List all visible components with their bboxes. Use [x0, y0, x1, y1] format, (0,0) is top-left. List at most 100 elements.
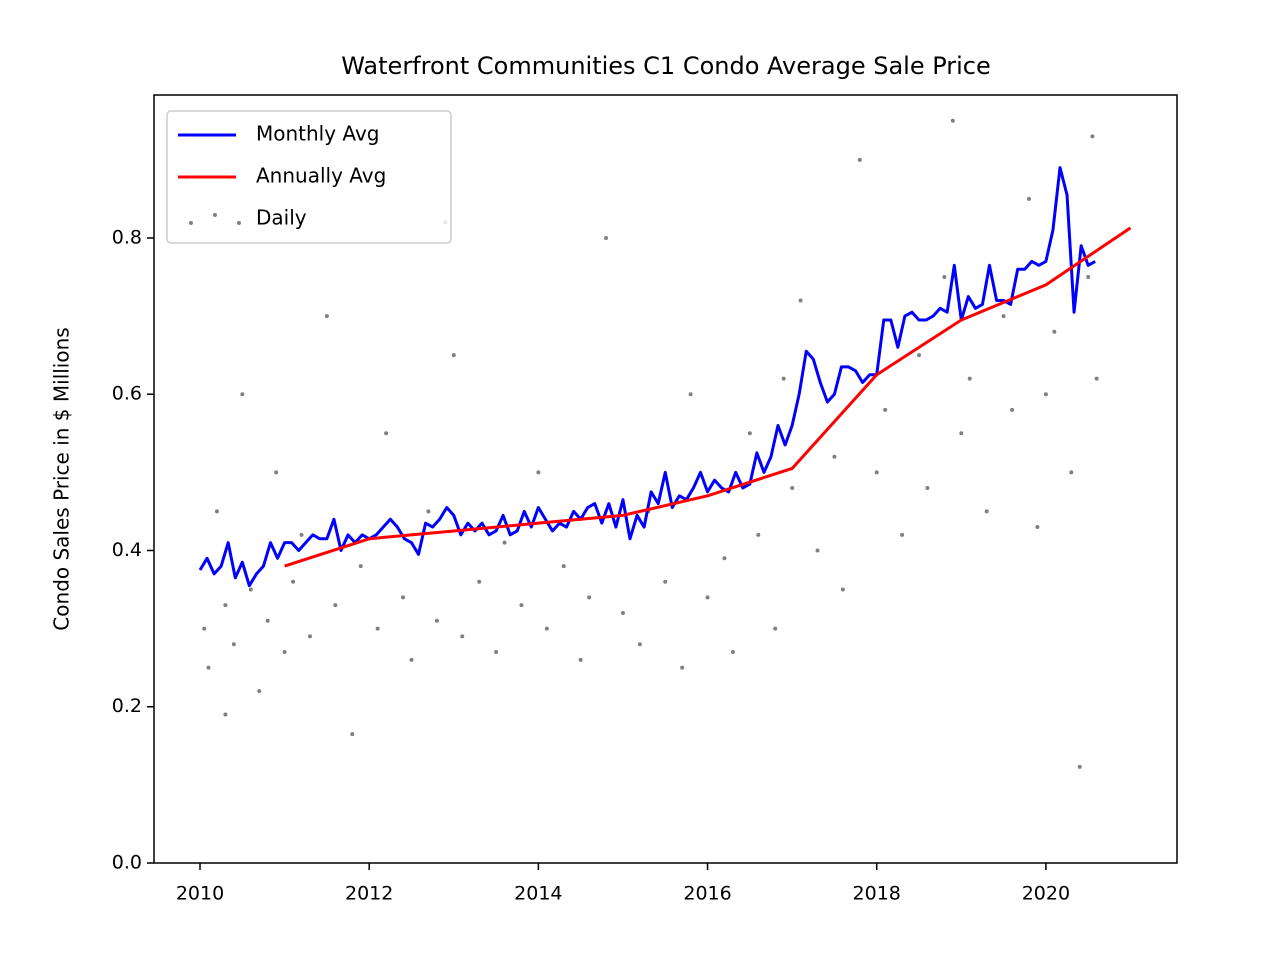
x-tick-label: 2010 — [176, 883, 224, 905]
legend-label: Monthly Avg — [256, 122, 379, 146]
daily-point — [1026, 196, 1031, 201]
daily-point — [1052, 329, 1057, 334]
daily-point — [282, 650, 287, 655]
daily-point — [857, 157, 862, 162]
daily-point — [502, 540, 507, 545]
daily-point — [519, 603, 524, 608]
daily-point — [950, 118, 955, 123]
daily-point — [984, 509, 989, 514]
daily-point — [223, 712, 228, 717]
daily-point — [561, 564, 566, 569]
legend-marker — [237, 221, 241, 225]
plot-frame — [153, 94, 1178, 864]
daily-point — [1010, 407, 1015, 412]
y-tick-label: 0.6 — [112, 383, 142, 405]
daily-point — [202, 626, 207, 631]
daily-point — [747, 431, 752, 436]
legend-marker — [189, 221, 193, 225]
daily-point — [925, 485, 930, 490]
daily-point — [384, 431, 389, 436]
daily-point — [1077, 764, 1082, 769]
daily-point — [688, 392, 693, 397]
daily-point — [883, 407, 888, 412]
daily-point — [460, 634, 465, 639]
x-tick-label: 2020 — [1022, 883, 1070, 905]
daily-point — [358, 564, 363, 569]
daily-point — [274, 470, 279, 475]
daily-point — [1035, 525, 1040, 530]
daily-point — [874, 470, 879, 475]
daily-point — [299, 532, 304, 537]
daily-point — [756, 532, 761, 537]
line-series — [284, 226, 1132, 568]
daily-point — [426, 509, 431, 514]
chart-title: Waterfront Communities C1 Condo Average … — [341, 52, 991, 80]
daily-point — [705, 595, 710, 600]
daily-point — [832, 454, 837, 459]
daily-point — [942, 275, 947, 280]
y-tick-label: 0.4 — [112, 539, 142, 561]
daily-point — [477, 579, 482, 584]
daily-point — [291, 579, 296, 584]
daily-point — [781, 376, 786, 381]
daily-point — [544, 626, 549, 631]
legend-marker — [213, 213, 217, 217]
daily-point — [1086, 275, 1091, 280]
daily-point — [680, 665, 685, 670]
daily-point — [257, 689, 262, 694]
daily-point — [494, 650, 499, 655]
legend-label: Daily — [256, 206, 307, 230]
daily-point — [587, 595, 592, 600]
x-tick-label: 2016 — [683, 883, 731, 905]
y-axis-label: Condo Sales Price in $ Millions — [50, 327, 74, 630]
daily-point — [307, 634, 312, 639]
y-tick-label: 0.0 — [112, 852, 142, 874]
daily-point — [798, 298, 803, 303]
daily-point — [722, 556, 727, 561]
daily-point — [637, 642, 642, 647]
legend-label: Annually Avg — [256, 164, 386, 188]
daily-point — [350, 732, 355, 737]
daily-point — [1043, 392, 1048, 397]
daily-point — [375, 626, 380, 631]
daily-point — [214, 509, 219, 514]
daily-point — [231, 642, 236, 647]
x-tick-label: 2018 — [853, 883, 901, 905]
legend-box — [166, 110, 452, 244]
y-tick-label: 0.8 — [112, 226, 142, 248]
daily-point — [604, 235, 609, 240]
daily-point — [900, 532, 905, 537]
daily-point — [324, 314, 329, 319]
daily-point — [967, 376, 972, 381]
x-tick-label: 2012 — [345, 883, 393, 905]
y-tick-label: 0.2 — [112, 695, 142, 717]
daily-point — [248, 587, 253, 592]
daily-point — [206, 665, 211, 670]
daily-point — [620, 610, 625, 615]
daily-point — [815, 548, 820, 553]
daily-point — [401, 595, 406, 600]
daily-point — [790, 485, 795, 490]
daily-point — [773, 626, 778, 631]
daily-point — [451, 353, 456, 358]
daily-point — [240, 392, 245, 397]
daily-point — [578, 657, 583, 662]
daily-point — [265, 618, 270, 623]
daily-point — [536, 470, 541, 475]
daily-point — [730, 650, 735, 655]
daily-point — [223, 603, 228, 608]
daily-point — [1094, 376, 1099, 381]
x-tick-label: 2014 — [514, 883, 562, 905]
daily-point — [1090, 134, 1095, 139]
daily-point — [409, 657, 414, 662]
daily-point — [333, 603, 338, 608]
daily-point — [1069, 470, 1074, 475]
daily-point — [434, 618, 439, 623]
daily-point — [840, 587, 845, 592]
daily-point — [917, 353, 922, 358]
daily-point — [1001, 314, 1006, 319]
daily-point — [959, 431, 964, 436]
daily-point — [663, 579, 668, 584]
